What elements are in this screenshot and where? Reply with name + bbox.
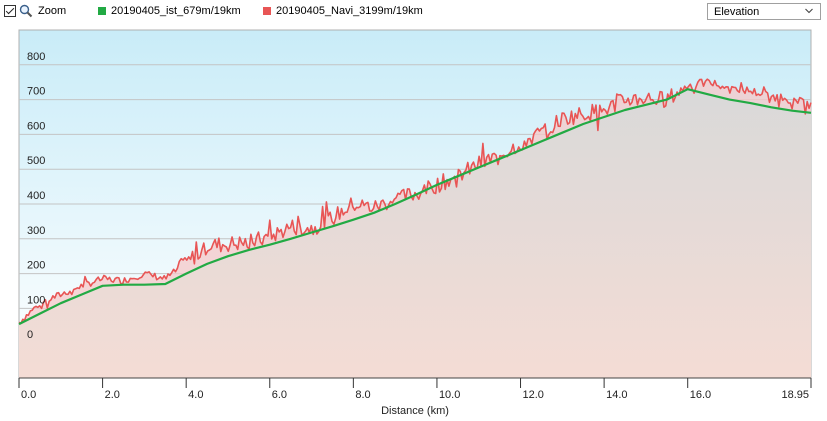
x-tick-labels: 0.0 2.0 4.0 6.0 8.0 10.0 12.0 14.0 16.0 18.95: [18, 378, 812, 401]
legend-swatch-ist: [98, 7, 106, 15]
zoom-checkbox[interactable]: [4, 5, 16, 17]
x-tick-label: 4.0: [188, 389, 203, 401]
x-tick-label: 2.0: [105, 389, 120, 401]
legend-item-navi: 20190405_Navi_3199m/19km: [263, 5, 423, 17]
legend-label-navi: 20190405_Navi_3199m/19km: [276, 5, 423, 17]
y-tick-label: 700: [27, 86, 45, 98]
y-tick-label: 500: [27, 155, 45, 167]
series-ist-line: [18, 88, 812, 326]
x-axis-label: Distance (km): [381, 405, 449, 417]
chevron-down-icon: [805, 8, 813, 14]
metric-select-value: Elevation: [714, 5, 760, 18]
legend-item-ist: 20190405_ist_679m/19km: [98, 5, 241, 17]
y-tick-label: 100: [27, 294, 45, 306]
chart-toolbar: Zoom 20190405_ist_679m/19km 20190405_Nav…: [0, 0, 827, 24]
y-tick-label: 300: [27, 225, 45, 237]
x-tick-label: 18.95: [781, 389, 809, 401]
x-tick-label: 8.0: [355, 389, 370, 401]
y-tick-labels: 0 100 200 300 400 500 600 700 800: [27, 51, 45, 341]
x-tick-label: 10.0: [439, 389, 460, 401]
x-tick-label: 6.0: [272, 389, 287, 401]
zoom-control[interactable]: Zoom: [4, 4, 66, 18]
x-tick-label: 0.0: [21, 389, 36, 401]
zoom-label: Zoom: [38, 5, 67, 17]
magnifier-icon: [19, 4, 33, 18]
x-tick-label: 16.0: [690, 389, 711, 401]
y-tick-label: 400: [27, 190, 45, 202]
legend-label-ist: 20190405_ist_679m/19km: [111, 5, 241, 17]
y-tick-label: 200: [27, 260, 45, 272]
metric-select[interactable]: Elevation: [707, 3, 821, 20]
y-tick-label: 0: [27, 329, 33, 341]
y-tick-label: 600: [27, 120, 45, 132]
legend-swatch-navi: [263, 7, 271, 15]
series-navi-line: [18, 78, 812, 325]
x-tick-label: 14.0: [606, 389, 627, 401]
y-tick-label: 800: [27, 51, 45, 63]
x-tick-label: 12.0: [523, 389, 544, 401]
elevation-chart[interactable]: 0 100 200 300 400 500 600 700 800 0.0 2.0 4.0 6.0 8.…: [0, 24, 827, 421]
ground-area: [19, 89, 811, 378]
